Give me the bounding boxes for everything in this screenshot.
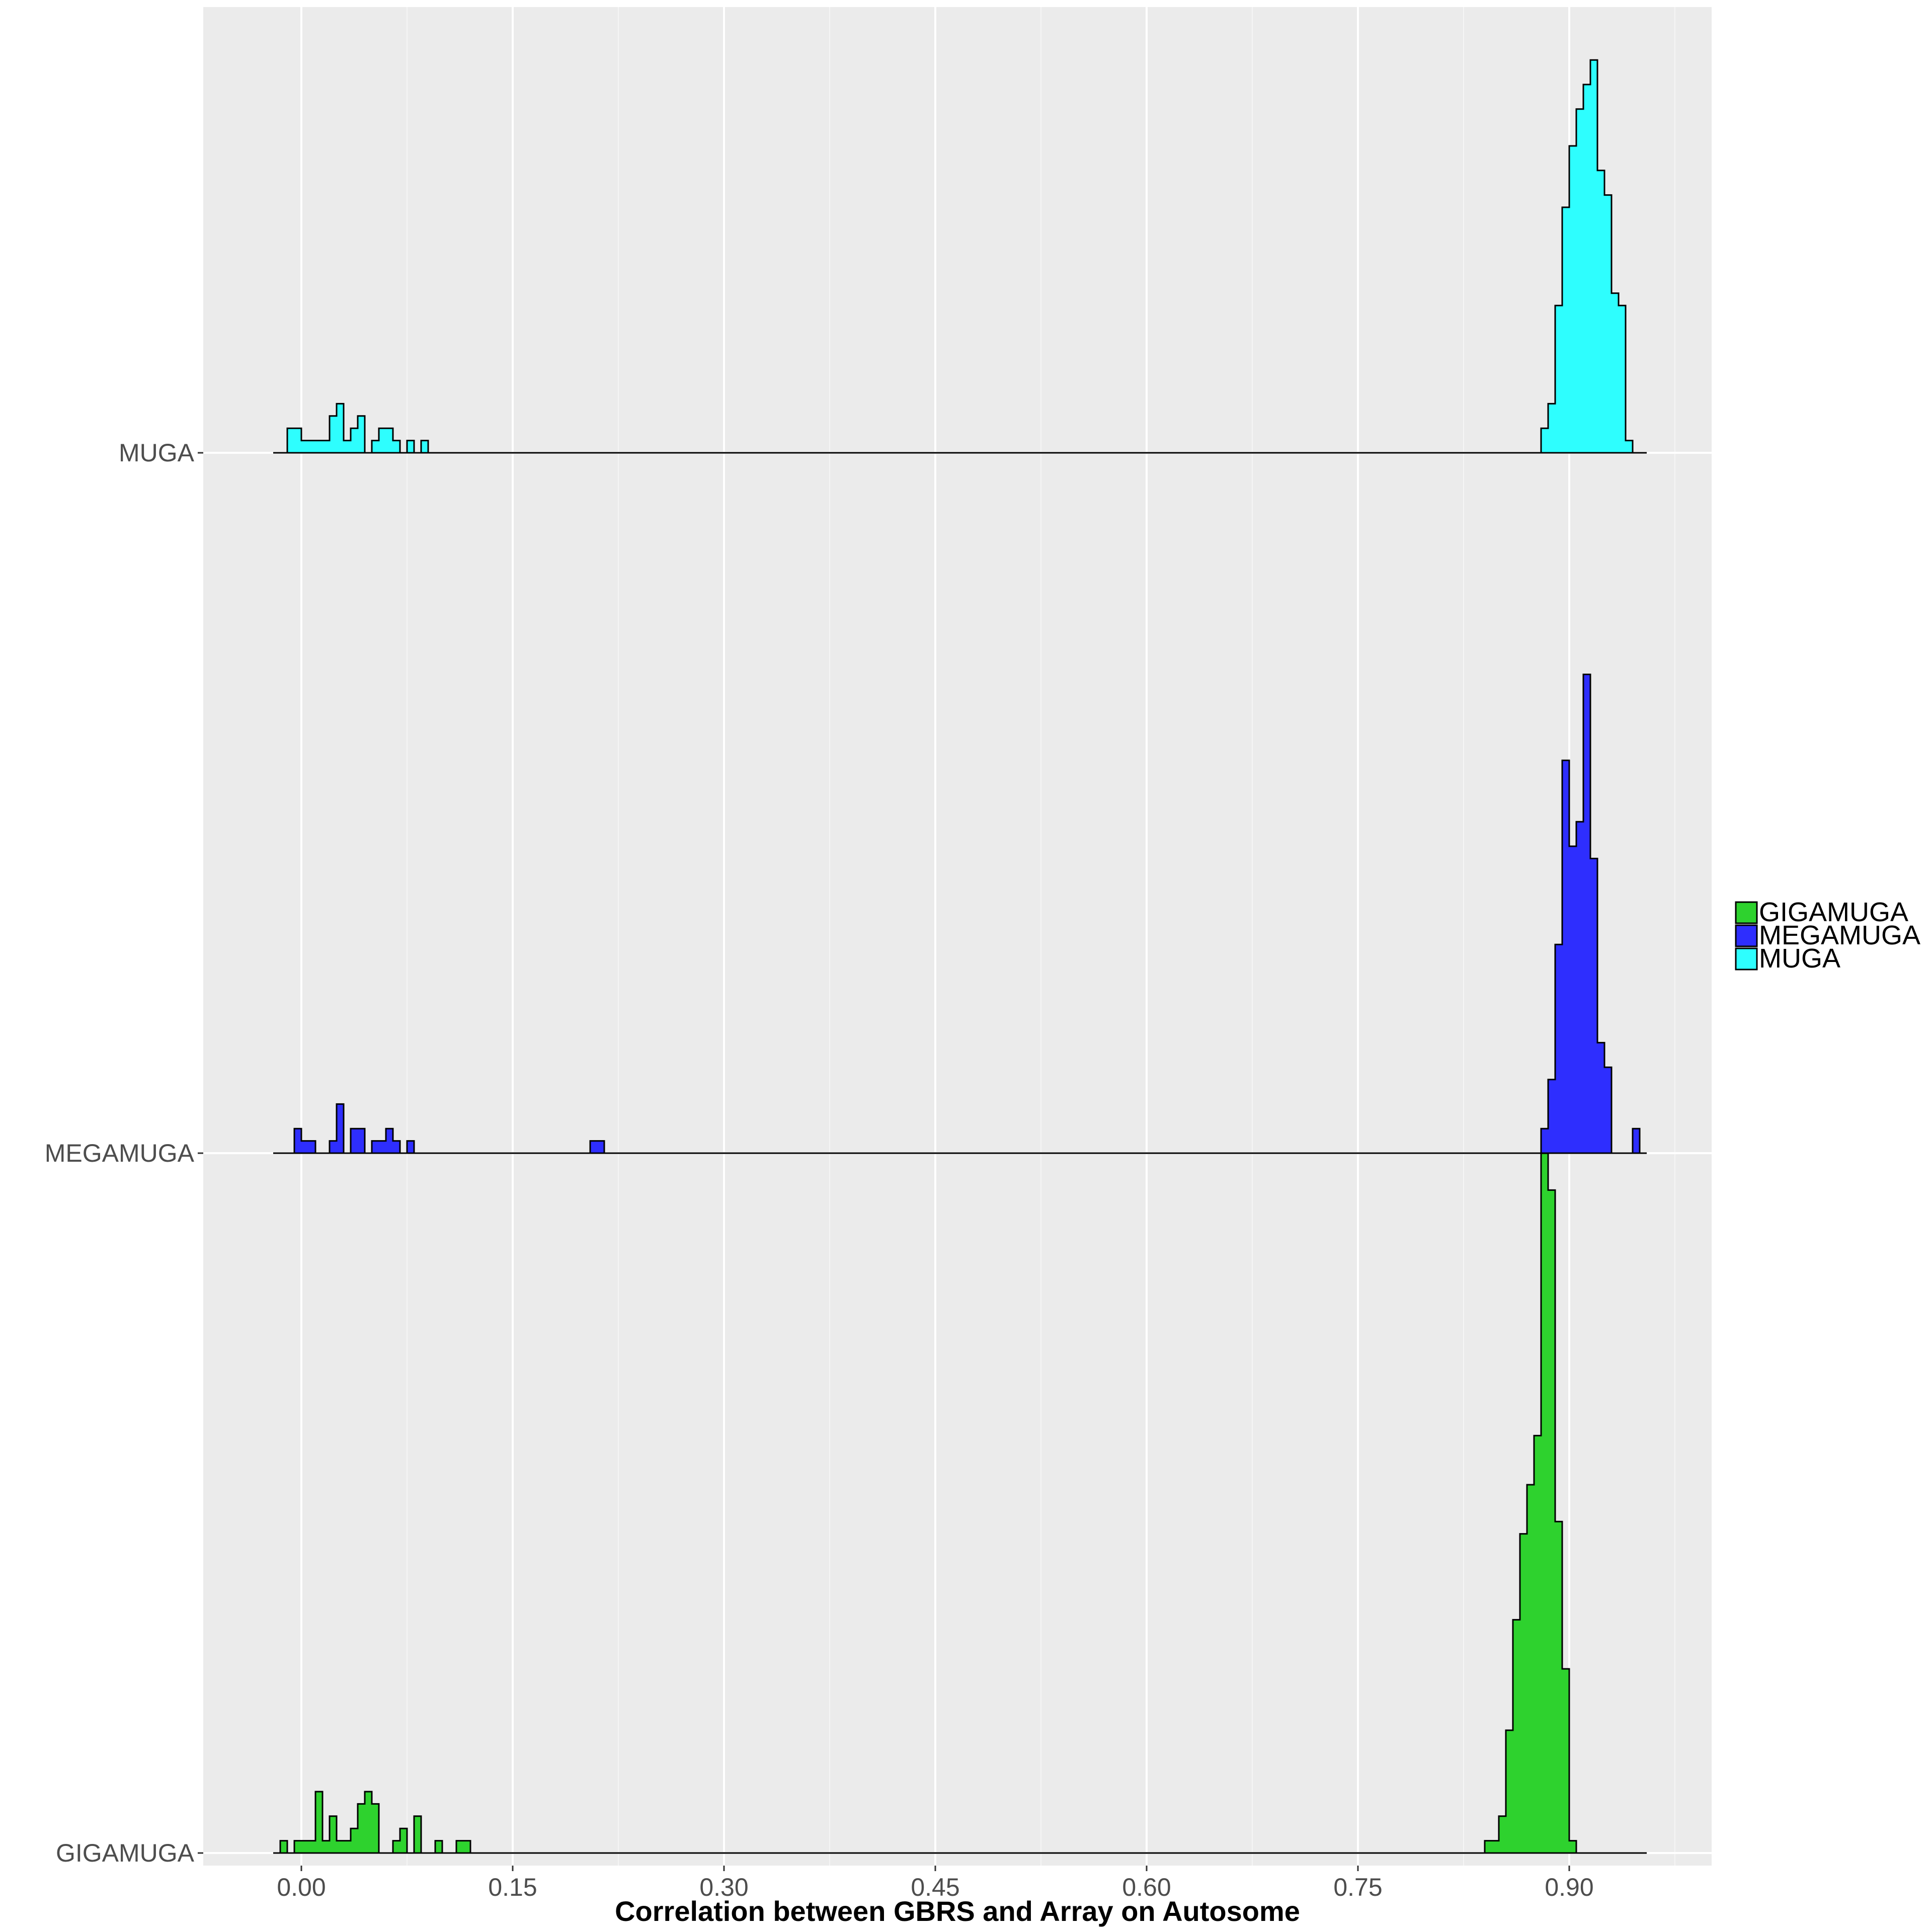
ridge-gigamuga — [273, 1152, 1647, 1854]
legend-label-megamuga: MEGAMUGA — [1759, 920, 1920, 950]
legend-label-muga: MUGA — [1759, 943, 1840, 974]
x-tick-label: 0.60 — [1122, 1873, 1171, 1901]
y-tick-label-gigamuga: GIGAMUGA — [56, 1839, 195, 1867]
plot-panel — [203, 7, 1712, 1866]
ridge-megamuga — [273, 673, 1647, 1154]
x-tick-label: 0.75 — [1333, 1873, 1382, 1901]
y-tick-label-muga: MUGA — [119, 439, 195, 467]
x-tick-label: 0.30 — [699, 1873, 748, 1901]
x-axis: 0.00 0.15 0.30 0.45 0.60 0.75 0.90 — [277, 1866, 1594, 1901]
legend-label-gigamuga: GIGAMUGA — [1759, 897, 1908, 927]
x-axis-title: Correlation between GBRS and Array on Au… — [615, 1895, 1300, 1927]
legend-swatch-gigamuga — [1735, 901, 1758, 924]
legend-swatch-muga — [1735, 947, 1758, 971]
legend-swatch-megamuga — [1735, 924, 1758, 947]
x-tick-label: 0.45 — [911, 1873, 959, 1901]
x-tick-label: 0.15 — [488, 1873, 537, 1901]
ridge-muga — [273, 59, 1647, 454]
y-axis: GIGAMUGA MEGAMUGA MUGA — [45, 439, 203, 1867]
y-tick-label-megamuga: MEGAMUGA — [45, 1139, 195, 1167]
x-tick-label: 0.90 — [1545, 1873, 1593, 1901]
x-tick-label: 0.00 — [277, 1873, 326, 1901]
ridges — [273, 59, 1647, 1854]
